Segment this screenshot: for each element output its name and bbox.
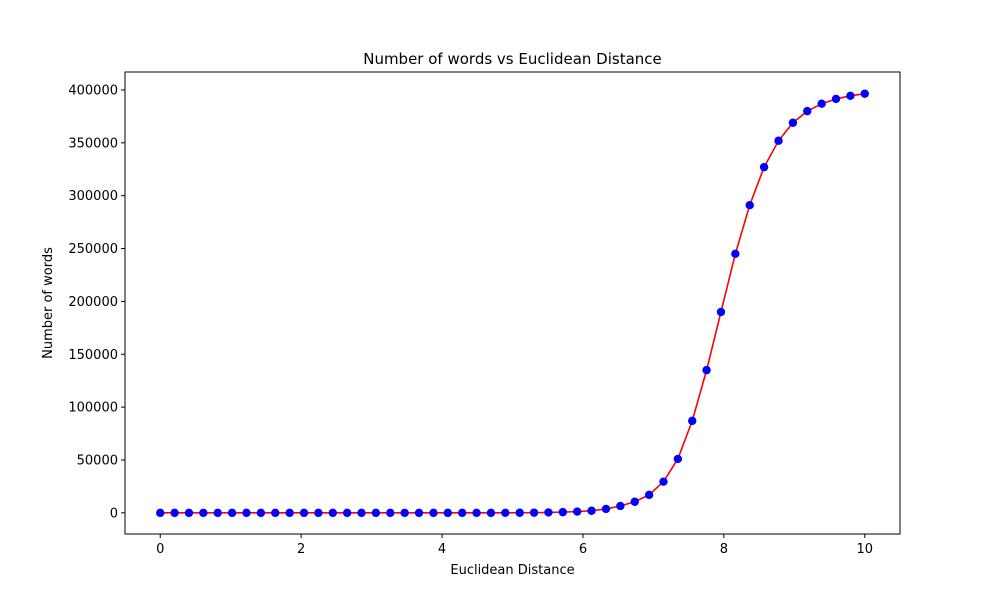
x-tick-label: 6 (579, 542, 587, 557)
data-point (529, 508, 539, 517)
data-point (429, 508, 438, 518)
data-point (688, 416, 697, 426)
data-point (443, 508, 453, 518)
data-point (371, 508, 381, 518)
y-tick-label: 200000 (68, 295, 118, 310)
data-point (184, 508, 194, 518)
data-point (544, 508, 553, 517)
y-tick-label: 300000 (68, 189, 118, 204)
y-tick-label: 0 (110, 506, 118, 521)
data-point (558, 507, 568, 517)
data-point (788, 118, 798, 127)
data-point (414, 508, 424, 518)
data-point (659, 477, 668, 486)
ticks-layer: 0 2 4 6 8 10 0 50000 100000 150000 200000 250000 300… (68, 83, 873, 557)
data-point (831, 94, 841, 104)
data-point (774, 136, 783, 145)
x-tick-label: 0 (156, 542, 164, 557)
data-point (472, 508, 481, 518)
x-tick-label: 4 (438, 542, 446, 557)
data-point (759, 162, 769, 172)
data-point (271, 508, 280, 518)
data-point (803, 106, 812, 116)
data-point (400, 508, 409, 518)
x-axis-label: Euclidean Distance (450, 563, 574, 578)
x-tick-label: 10 (856, 542, 873, 557)
data-point (673, 454, 683, 464)
data-point (457, 508, 467, 518)
data-point (587, 506, 596, 515)
data-point (299, 508, 309, 518)
y-tick-label: 150000 (68, 348, 118, 363)
data-point (386, 508, 395, 518)
data-point (630, 497, 639, 506)
data-point (716, 307, 726, 317)
data-point (745, 201, 754, 210)
data-point (515, 508, 524, 517)
data-point (731, 249, 740, 259)
data-point (846, 91, 855, 100)
series-layer (156, 89, 869, 518)
x-tick-label: 2 (297, 542, 305, 557)
plot-area (124, 71, 901, 535)
y-tick-label: 400000 (68, 83, 118, 98)
data-point (256, 508, 266, 518)
data-point (616, 501, 625, 511)
data-point (860, 89, 869, 98)
data-point (817, 99, 826, 108)
data-point (486, 508, 496, 518)
data-point (199, 508, 208, 518)
y-tick-label: 250000 (68, 242, 118, 257)
y-tick-label: 50000 (77, 453, 118, 468)
x-tick-label: 8 (720, 542, 728, 557)
data-point (342, 508, 352, 518)
data-point (213, 508, 222, 518)
data-point (601, 504, 611, 514)
data-point (156, 508, 165, 518)
y-tick-label: 100000 (68, 401, 118, 416)
data-point (227, 508, 237, 518)
y-tick-label: 350000 (68, 136, 118, 151)
axes-frame (124, 71, 901, 535)
data-point (242, 508, 251, 518)
chart-title: Number of words vs Euclidean Distance (363, 50, 662, 68)
data-point (285, 508, 294, 518)
data-point (357, 508, 366, 518)
y-axis-label: Number of words (41, 247, 56, 359)
data-point (644, 490, 654, 500)
data-point (572, 507, 582, 516)
data-point (328, 508, 337, 518)
data-point (501, 508, 510, 518)
data-point (314, 508, 323, 518)
data-point (170, 508, 179, 518)
series-line (160, 92, 865, 514)
data-point (702, 365, 711, 375)
